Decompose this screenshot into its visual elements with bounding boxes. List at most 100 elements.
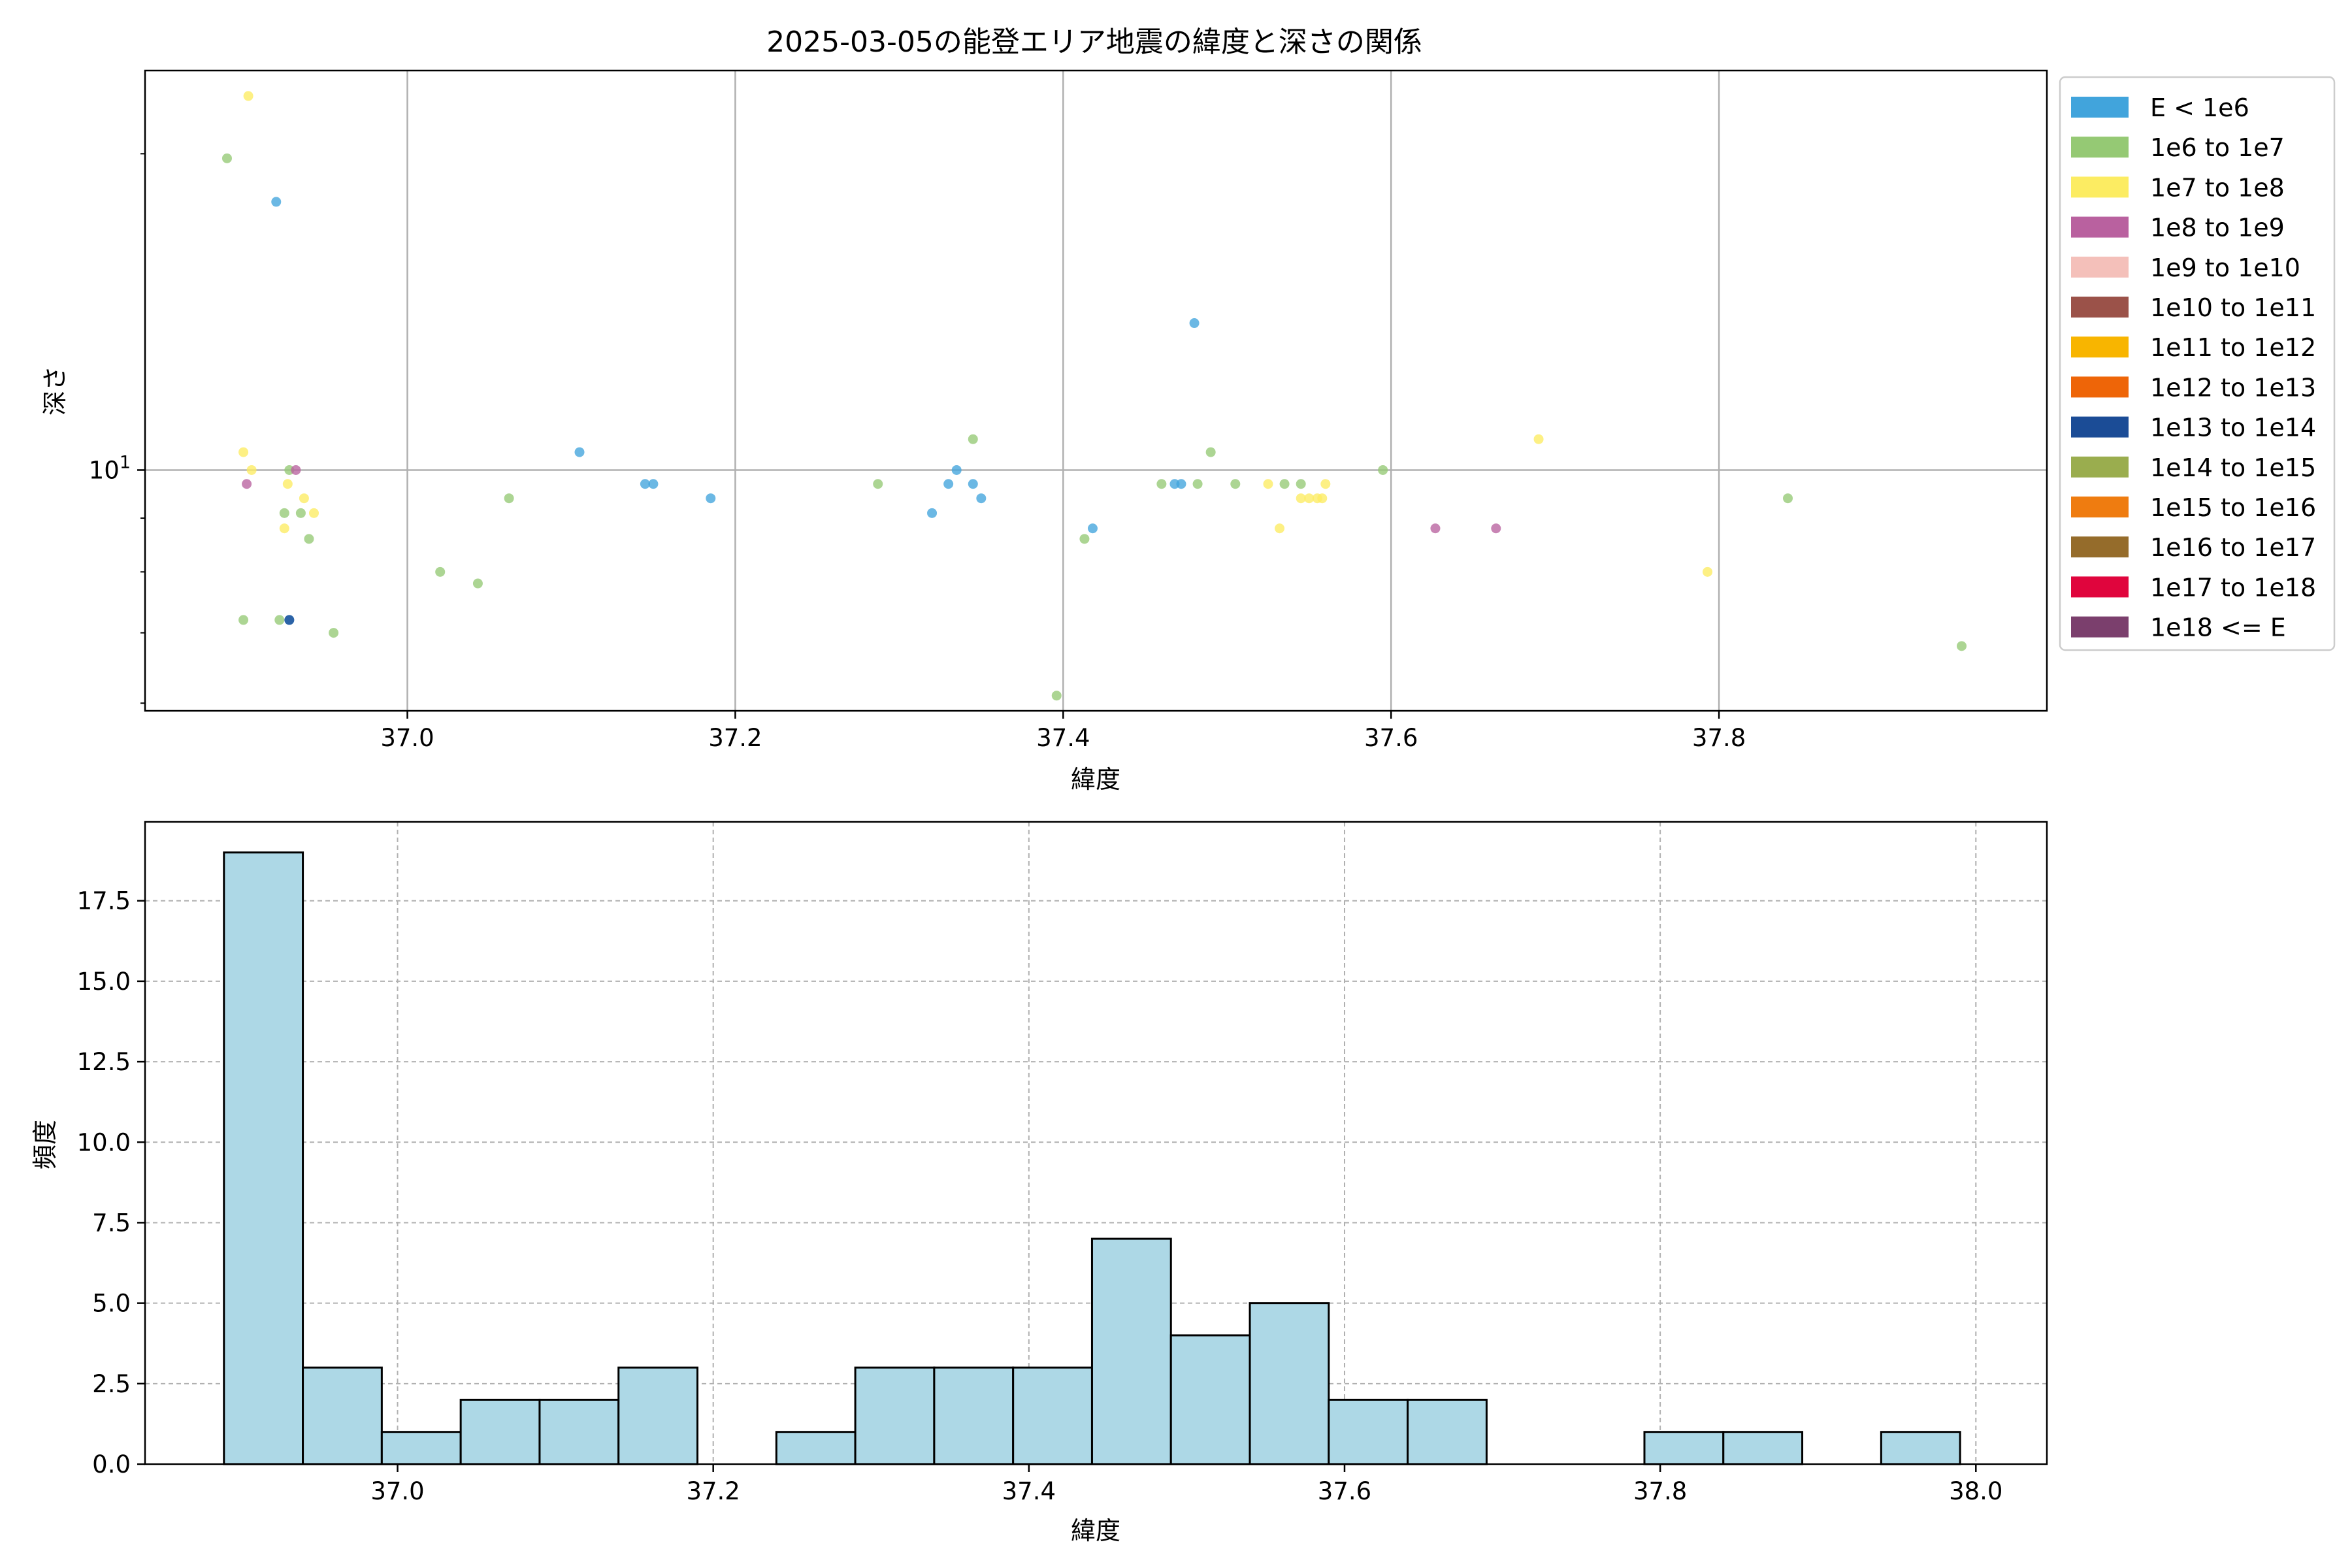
legend-swatch [2071,416,2129,438]
histogram-bar [459,1398,541,1465]
histogram-bar [538,1398,620,1465]
scatter-point [927,508,938,518]
legend-box [2059,76,2336,651]
histogram-x-tick-label: 37.2 [686,1477,740,1505]
scatter-point [1230,479,1241,489]
scatter-y-axis-label: 深さ [41,366,69,416]
scatter-point [243,91,253,101]
scatter-point [304,534,314,544]
scatter-point [1703,566,1713,577]
histogram-x-tick-label: 37.6 [1318,1477,1371,1505]
histogram-x-axis-label: 緯度 [1071,1516,1120,1545]
histogram-bar [380,1431,462,1465]
scatter-grid [145,71,2047,711]
scatter-x-tick-label: 37.0 [380,724,434,752]
histogram-bar [854,1366,936,1465]
scatter-x-tick-label: 37.4 [1036,724,1090,752]
histogram-bar [302,1366,383,1465]
scatter-point [284,615,295,625]
scatter-point [1079,534,1090,544]
scatter-point [574,447,585,457]
histogram-bar [933,1366,1015,1465]
histogram-bar [223,851,304,1465]
legend-swatch [2071,536,2129,558]
scatter-point [873,479,883,489]
scatter-point [279,508,289,518]
scatter-point [1263,479,1273,489]
legend-swatch [2071,256,2129,278]
scatter-point [1189,318,1200,329]
scatter-point [246,465,257,475]
scatter-point [1279,479,1290,489]
scatter-point [1275,523,1285,534]
scatter-point [279,523,289,534]
legend-label: 1e12 to 1e13 [2150,373,2316,402]
scatter-x-tick-label: 37.6 [1364,724,1418,752]
scatter-point [1296,479,1306,489]
legend-swatch [2071,297,2129,318]
histogram-y-tick-label: 7.5 [92,1209,131,1237]
histogram-bar [1249,1302,1330,1465]
scatter-x-tick-label: 37.2 [708,724,762,752]
scatter-point [274,615,285,625]
scatter-point [282,479,293,489]
scatter-point [1087,523,1098,534]
legend-label: 1e14 to 1e15 [2150,453,2316,482]
scatter-point [968,479,978,489]
histogram-y-axis-label: 頻度 [31,1120,59,1169]
scatter-point [648,479,659,489]
legend-swatch [2071,616,2129,638]
scatter-point [242,479,252,489]
histogram-bar [1090,1237,1172,1465]
legend-label: 1e15 to 1e16 [2150,493,2316,522]
histogram-bars [223,851,1961,1465]
scatter-point [976,493,987,504]
legend: E < 1e6 1e6 to 1e7 1e7 to 1e8 1e8 to 1e9 1e9… [2059,76,2336,651]
scatter-point [472,578,483,589]
scatter-panel: 37.0 37.2 37.4 37.6 37.8 101 緯度 深さ [41,69,2048,794]
histogram-y-tick-label: 0.0 [92,1450,131,1478]
legend-label: 1e6 to 1e7 [2150,133,2285,162]
legend-label: 1e9 to 1e10 [2150,253,2300,282]
histogram-bar [1643,1431,1725,1465]
scatter-point [1205,447,1216,457]
scatter-point [1957,641,1967,651]
legend-swatch [2071,137,2129,158]
histogram-bar [1880,1431,1961,1465]
scatter-point [640,479,650,489]
scatter-point [329,628,339,638]
histogram-x-tick-label: 37.4 [1002,1477,1056,1505]
legend-label: 1e18 <= E [2150,613,2286,642]
legend-items: E < 1e6 1e6 to 1e7 1e7 to 1e8 1e8 to 1e9 1e9… [2071,93,2316,642]
legend-label: E < 1e6 [2150,93,2249,122]
legend-label: 1e13 to 1e14 [2150,414,2316,442]
scatter-frame [144,69,2048,712]
histogram-y-tick-label: 5.0 [92,1290,131,1318]
histogram-panel: 37.0 37.2 37.4 37.6 37.8 38.0 0.0 2.5 5.0 7.5 10.… [31,821,2048,1545]
chart-title: 2025-03-05の能登エリア地震の緯度と深さの関係 [766,25,1422,59]
histogram-y-tick-label: 15.0 [77,968,131,996]
scatter-point [1783,493,1793,504]
histogram-y-tick-label: 12.5 [77,1048,131,1076]
legend-swatch [2071,97,2129,118]
scatter-point [435,566,446,577]
scatter-point [706,493,716,504]
histogram-bar [617,1366,699,1465]
scatter-y-ticks: 101 [89,153,145,704]
scatter-point [221,153,232,163]
scatter-point [238,447,249,457]
scatter-point [968,434,978,444]
scatter-x-axis-label: 緯度 [1071,765,1120,794]
legend-swatch [2071,216,2129,238]
legend-swatch [2071,336,2129,358]
legend-swatch [2071,376,2129,398]
histogram-bar [775,1431,857,1465]
histogram-y-tick-label: 2.5 [92,1370,131,1398]
scatter-x-tick-label: 37.8 [1692,724,1746,752]
histogram-y-ticks: 0.0 2.5 5.0 7.5 10.0 12.5 15.0 17.5 [77,887,145,1478]
scatter-point [271,197,282,207]
scatter-point [943,479,954,489]
scatter-point [1051,691,1062,701]
histogram-y-tick-label: 10.0 [77,1128,131,1156]
